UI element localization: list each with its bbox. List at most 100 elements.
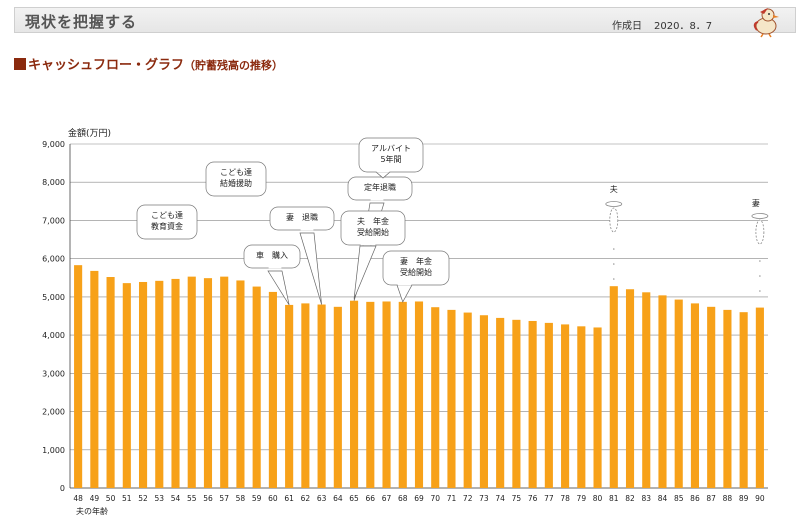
y-tick-label: 3,000: [42, 369, 65, 378]
x-tick-label: 58: [236, 494, 246, 503]
bar: [122, 283, 131, 488]
x-tick-label: 76: [528, 494, 538, 503]
bar: [479, 315, 488, 488]
bar: [561, 324, 570, 488]
callout-text: 定年退職: [364, 182, 396, 192]
bar: [350, 300, 359, 488]
bar: [220, 276, 229, 488]
bar: [723, 309, 732, 488]
bar: [138, 281, 148, 488]
y-tick-label: 1,000: [42, 446, 65, 455]
callout-text: 夫 年金: [357, 216, 389, 226]
bar: [414, 301, 424, 488]
bar: [528, 320, 537, 488]
x-tick-label: 83: [641, 494, 651, 503]
callout-text: 5年間: [380, 154, 401, 164]
section-heading: キャッシュフロー・グラフ（貯蓄残高の推移）: [14, 54, 283, 73]
x-tick-label: 68: [398, 494, 408, 503]
x-tick-label: 70: [430, 494, 440, 503]
trail-dot: [612, 278, 615, 280]
y-tick-label: 4,000: [42, 331, 65, 340]
bar: [74, 265, 83, 488]
callout-text: 結婚援助: [220, 178, 252, 188]
bar: [333, 306, 342, 488]
marker-label: 妻: [752, 198, 760, 208]
marker-label: 夫: [610, 184, 618, 194]
bar: [463, 312, 472, 488]
callout-text: 妻 退職: [286, 212, 318, 222]
ghost-icon: [609, 207, 619, 233]
x-tick-label: 90: [755, 494, 765, 503]
callout-text: こども達: [151, 210, 183, 220]
bar: [382, 301, 391, 488]
callout-text: 教育資金: [151, 221, 183, 231]
bar: [90, 270, 99, 488]
bar: [252, 286, 261, 488]
callout-box: [358, 137, 424, 173]
date-label: 作成日: [612, 21, 642, 32]
callout-pointer: [267, 270, 290, 306]
bar: [187, 276, 196, 488]
trail-dot: [759, 290, 761, 292]
y-tick-label: 6,000: [42, 255, 65, 264]
x-tick-label: 60: [268, 494, 278, 503]
bar: [707, 306, 716, 488]
x-tick-label: 72: [463, 494, 473, 503]
page-header: 現状を把握する: [14, 7, 796, 33]
bar: [690, 303, 700, 488]
bar: [642, 292, 651, 488]
x-axis-label: 夫の年齢: [76, 506, 108, 516]
bar: [236, 280, 245, 488]
bar: [398, 301, 407, 488]
y-tick-label: 9,000: [42, 140, 65, 149]
callout-text: 妻 年金: [400, 256, 432, 266]
bar: [171, 278, 180, 488]
callout-box: [205, 161, 267, 197]
trail-dot: [612, 263, 615, 265]
bar: [317, 304, 326, 488]
y-tick-label: 7,000: [42, 216, 65, 225]
x-tick-label: 49: [90, 494, 100, 503]
bar: [658, 295, 667, 488]
x-tick-label: 71: [447, 494, 457, 503]
bird-mascot-icon: [753, 8, 779, 38]
y-axis-label: 金額(万円): [68, 127, 111, 139]
x-tick-label: 57: [219, 494, 229, 503]
bar: [739, 312, 748, 488]
x-tick-label: 87: [706, 494, 716, 503]
bar: [674, 299, 683, 488]
bar: [609, 286, 618, 488]
bar: [301, 303, 310, 488]
callout-text: 受給開始: [357, 227, 389, 237]
section-title: キャッシュフロー・グラフ: [28, 58, 185, 73]
x-tick-label: 78: [560, 494, 570, 503]
date-value: 2020．8．7: [654, 21, 713, 32]
bar: [577, 326, 586, 488]
x-tick-label: 75: [512, 494, 522, 503]
bar: [268, 291, 277, 488]
x-tick-label: 62: [301, 494, 311, 503]
bar: [512, 319, 521, 488]
x-tick-label: 61: [284, 494, 294, 503]
trail-dot: [759, 275, 761, 277]
x-tick-label: 86: [690, 494, 700, 503]
bar: [544, 322, 553, 488]
y-tick-label: 0: [60, 484, 65, 493]
x-tick-label: 79: [577, 494, 587, 503]
halo-icon: [751, 213, 769, 219]
bar: [625, 289, 635, 488]
y-tick-label: 2,000: [42, 408, 65, 417]
x-tick-label: 88: [723, 494, 733, 503]
bar: [755, 307, 764, 488]
x-tick-label: 64: [333, 494, 343, 503]
callout-text: 受給開始: [400, 267, 432, 277]
x-tick-label: 50: [106, 494, 116, 503]
bar: [155, 280, 164, 488]
x-tick-label: 82: [625, 494, 635, 503]
x-tick-label: 69: [414, 494, 424, 503]
callout-text: 車 購入: [256, 250, 288, 260]
x-tick-label: 84: [658, 494, 668, 503]
x-tick-label: 81: [609, 494, 619, 503]
callout-pointer: [299, 232, 322, 305]
